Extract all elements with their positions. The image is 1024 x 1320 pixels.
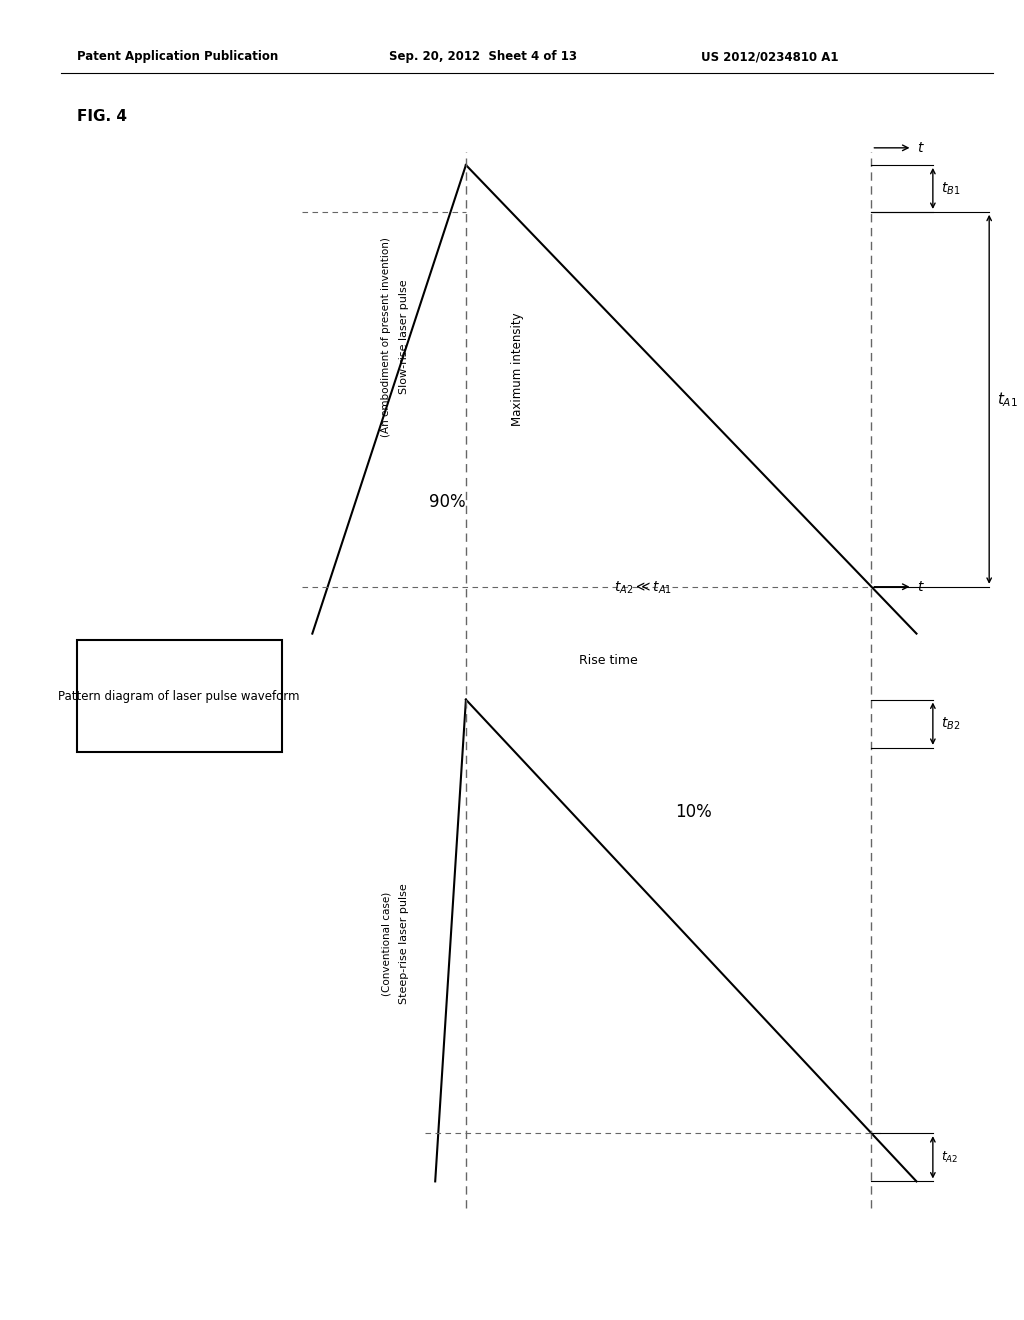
Text: Rise time: Rise time [579,653,637,667]
Text: Steep-rise laser pulse: Steep-rise laser pulse [399,883,410,1005]
Text: Patent Application Publication: Patent Application Publication [77,50,279,63]
Text: t: t [918,579,923,594]
Text: FIG. 4: FIG. 4 [77,108,127,124]
Text: 10%: 10% [675,803,712,821]
Text: Maximum intensity: Maximum intensity [511,313,523,426]
Text: $t_{A2}\ll t_{A1}$: $t_{A2}\ll t_{A1}$ [614,579,673,595]
Text: US 2012/0234810 A1: US 2012/0234810 A1 [701,50,839,63]
Text: Pattern diagram of laser pulse waveform: Pattern diagram of laser pulse waveform [58,690,300,702]
Text: Slow-rise laser pulse: Slow-rise laser pulse [399,280,410,393]
Text: $t_{B2}$: $t_{B2}$ [941,715,961,731]
Text: $t_{B1}$: $t_{B1}$ [941,181,961,197]
Text: 90%: 90% [429,492,466,511]
Text: (Conventional case): (Conventional case) [381,892,391,995]
Text: $t_{A1}$: $t_{A1}$ [997,389,1019,409]
Bar [77,640,282,752]
Text: $t_{A2}$: $t_{A2}$ [941,1150,958,1164]
Text: Sep. 20, 2012  Sheet 4 of 13: Sep. 20, 2012 Sheet 4 of 13 [389,50,578,63]
Text: (An embodiment of present invention): (An embodiment of present invention) [381,236,391,437]
Text: t: t [918,141,923,154]
